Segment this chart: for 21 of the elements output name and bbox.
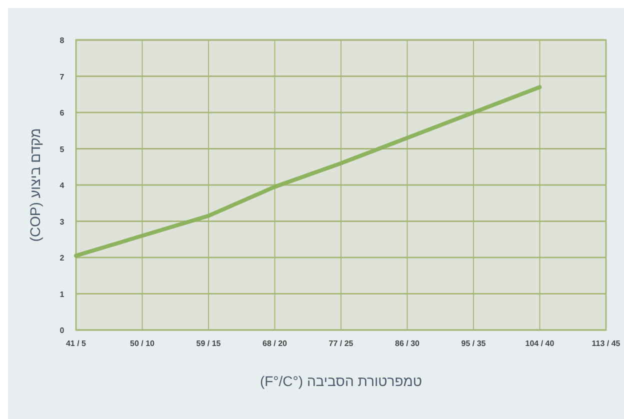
y-tick-label: 6 [60, 108, 65, 118]
x-tick-label: 113 / 45 [592, 339, 621, 348]
x-tick-label: 50 / 10 [130, 339, 156, 348]
line-series [74, 85, 542, 258]
x-axis-title: (F°/C°) טמפרטורת הסביבה [260, 373, 422, 389]
x-tick-label: 77 / 25 [328, 339, 354, 348]
x-tick-label: 95 / 35 [461, 339, 486, 348]
y-tick-label: 8 [60, 36, 65, 45]
y-tick-label: 2 [60, 254, 65, 262]
y-axis-title: מקדם ביצוע (COP) [27, 128, 43, 242]
x-tick-label: 86 / 30 [395, 339, 420, 348]
x-tick-label: 68 / 20 [262, 339, 288, 348]
x-tick-label: 59 / 15 [196, 339, 222, 348]
y-tick-label: 4 [60, 181, 65, 190]
y-tick-label: 7 [60, 72, 65, 82]
x-tick-label: 104 / 40 [525, 339, 555, 348]
y-tick-label: 1 [60, 290, 65, 299]
y-tick-label: 3 [60, 217, 65, 226]
y-tick-label: 5 [60, 144, 65, 154]
y-tick-label: 0 [60, 326, 65, 335]
x-tick-label: 41 / 5 [66, 339, 87, 348]
